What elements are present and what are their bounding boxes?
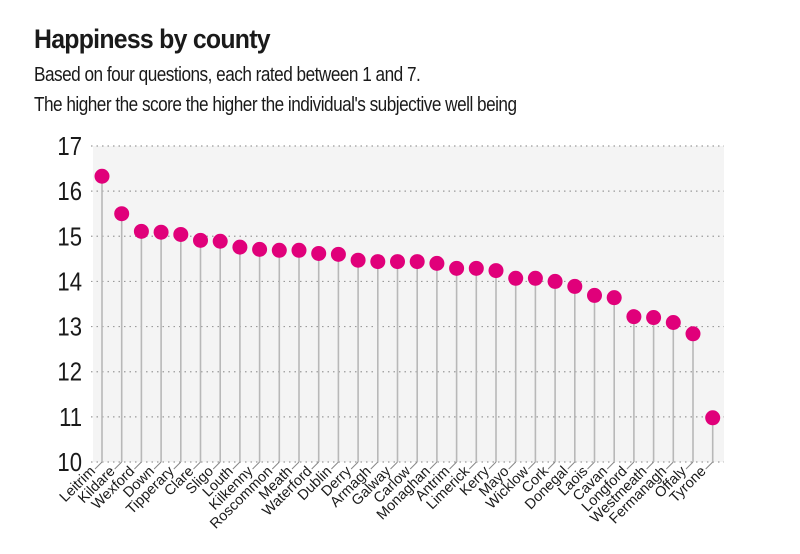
- chart-subtitle-line-2: The higher the score the higher the indi…: [34, 94, 517, 116]
- x-tick-mark: [331, 461, 339, 470]
- data-point: [252, 241, 268, 257]
- data-point: [153, 224, 169, 240]
- x-tick-mark: [311, 461, 320, 470]
- x-tick-mark: [370, 461, 379, 470]
- x-tick-mark: [646, 461, 654, 470]
- data-point: [646, 310, 662, 326]
- data-point: [370, 254, 386, 270]
- x-tick-mark: [665, 461, 674, 470]
- x-tick-mark: [626, 461, 635, 470]
- x-tick-mark: [488, 461, 497, 470]
- data-point: [114, 206, 130, 222]
- data-point: [133, 223, 149, 239]
- data-point: [193, 232, 208, 248]
- stems: [94, 176, 714, 470]
- x-tick-mark: [193, 461, 201, 470]
- data-point: [350, 252, 366, 268]
- x-tick-mark: [94, 461, 103, 470]
- y-tick-label: 17: [57, 132, 82, 161]
- x-tick-mark: [508, 461, 517, 470]
- data-point: [429, 255, 445, 271]
- data-point: [330, 246, 346, 262]
- data-point: [626, 309, 642, 325]
- x-tick-mark: [606, 461, 615, 470]
- x-tick-mark: [429, 461, 438, 470]
- x-tick-mark: [173, 461, 182, 470]
- data-point: [449, 260, 465, 276]
- x-tick-mark: [390, 461, 398, 470]
- x-tick-mark: [212, 461, 221, 470]
- x-tick-mark: [528, 461, 536, 470]
- x-tick-mark: [350, 461, 359, 470]
- x-tick-mark: [587, 461, 595, 470]
- x-tick-mark: [232, 461, 241, 470]
- y-tick-label: 12: [57, 358, 82, 387]
- y-tick-label: 13: [57, 313, 82, 342]
- dots: [94, 168, 721, 426]
- data-point: [94, 168, 110, 184]
- chart-subtitle-line-1: Based on four questions, each rated betw…: [34, 64, 421, 86]
- plot-background: [93, 146, 724, 462]
- data-point: [291, 242, 307, 258]
- data-point: [527, 270, 543, 286]
- data-point: [468, 260, 484, 276]
- x-tick-mark: [291, 461, 300, 470]
- y-tick-label: 11: [59, 403, 82, 432]
- y-tick-label: 14: [57, 268, 82, 297]
- y-tick-label: 15: [57, 223, 82, 252]
- data-point: [409, 254, 425, 270]
- data-point: [606, 290, 622, 306]
- x-tick-mark: [114, 461, 123, 470]
- x-tick-mark: [685, 461, 694, 470]
- data-point: [488, 263, 504, 279]
- y-tick-label: 10: [57, 448, 82, 477]
- y-axis-tick-labels: 10 11 12 13 14 15 16 17: [57, 132, 82, 477]
- data-point: [665, 315, 681, 331]
- x-tick-mark: [567, 461, 576, 470]
- x-axis-tick-labels: LeitrimKildareWexfordDownTipperaryClareS…: [57, 463, 710, 532]
- data-point: [685, 326, 701, 342]
- y-tick-label: 16: [57, 178, 82, 207]
- x-tick-mark: [547, 461, 556, 470]
- x-tick-mark: [705, 461, 714, 470]
- data-point: [232, 239, 248, 255]
- x-tick-mark: [409, 461, 418, 470]
- data-point: [173, 226, 189, 242]
- data-point: [390, 254, 405, 270]
- x-tick-mark: [134, 461, 142, 470]
- data-point: [508, 270, 524, 286]
- x-tick-mark: [271, 461, 280, 470]
- chart-title: Happiness by county: [34, 24, 271, 54]
- data-point: [311, 245, 327, 261]
- data-point: [587, 287, 602, 303]
- x-tick-mark: [468, 461, 477, 470]
- x-tick-mark: [449, 461, 457, 470]
- x-tick-mark: [153, 461, 162, 470]
- data-point: [271, 242, 287, 258]
- data-point: [212, 233, 228, 249]
- data-point: [705, 410, 721, 426]
- data-point: [567, 278, 583, 294]
- x-tick-mark: [252, 461, 260, 470]
- data-point: [547, 273, 563, 289]
